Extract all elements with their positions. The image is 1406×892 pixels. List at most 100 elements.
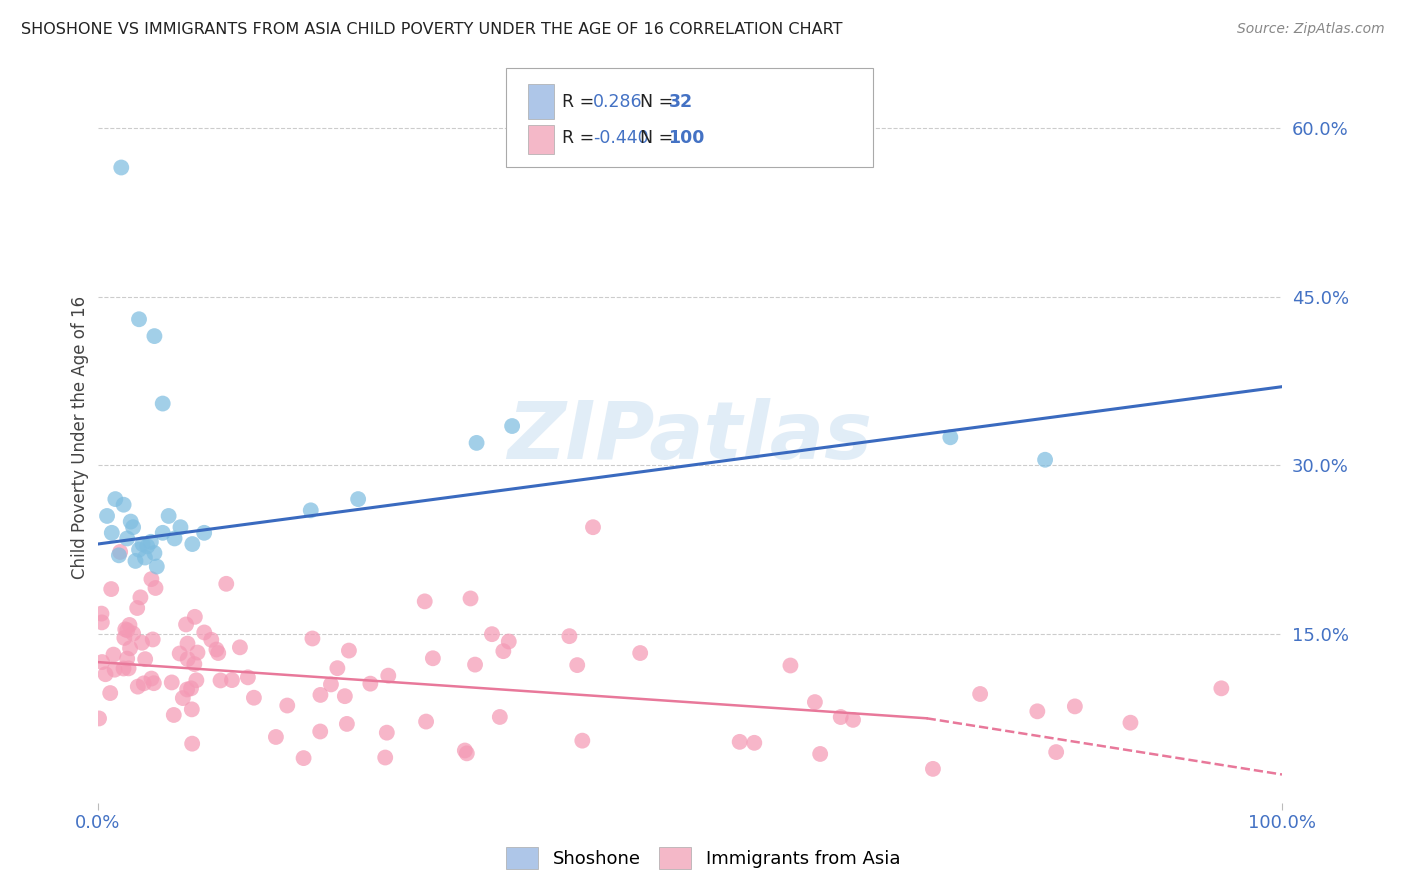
Point [117,661,139,675]
Point [207,646,229,660]
Text: SHOSHONE VS IMMIGRANTS FROM ASIA CHILD POVERTY UNDER THE AGE OF 16 CORRELATION C: SHOSHONE VS IMMIGRANTS FROM ASIA CHILD P… [21,22,842,37]
Legend: , : , [654,66,725,150]
Point [174,617,197,632]
Point [301,632,323,646]
Point [163,532,186,546]
FancyBboxPatch shape [527,85,554,120]
Point [299,503,322,517]
Point [160,675,183,690]
Text: ZIPatlas: ZIPatlas [508,398,872,476]
Point [91,655,114,669]
Point [128,542,150,557]
Point [205,642,228,657]
Point [243,690,266,705]
Y-axis label: Child Poverty Under the Age of 16: Child Poverty Under the Age of 16 [72,296,89,579]
Point [131,636,153,650]
Point [142,632,165,647]
Text: 32: 32 [668,93,693,111]
Point [1063,699,1085,714]
Point [939,430,962,444]
Point [488,710,510,724]
Point [143,329,166,343]
Text: 100: 100 [668,128,704,146]
Point [176,682,198,697]
Point [465,436,488,450]
Point [90,615,112,630]
Point [169,647,191,661]
Point [186,646,208,660]
Point [582,520,605,534]
Point [460,591,482,606]
Point [742,736,765,750]
Point [176,652,198,666]
Point [374,750,396,764]
Point [101,525,124,540]
Point [134,550,156,565]
Text: Source: ZipAtlas.com: Source: ZipAtlas.com [1237,22,1385,37]
Point [90,607,112,621]
Point [558,629,581,643]
Point [122,520,145,534]
Point [1033,452,1056,467]
Point [131,537,153,551]
Point [98,686,121,700]
Point [309,724,332,739]
Point [567,658,589,673]
Point [120,515,142,529]
Point [110,161,132,175]
Point [152,525,174,540]
Point [377,668,399,682]
Point [117,624,139,638]
Point [132,676,155,690]
Point [1119,715,1142,730]
Point [152,396,174,410]
Text: R =: R = [562,128,599,146]
Point [347,492,370,507]
Point [104,492,127,507]
Point [112,631,135,645]
Point [337,643,360,657]
Point [186,673,208,688]
Point [922,762,945,776]
Point [236,670,259,684]
Point [181,537,204,551]
Point [94,667,117,681]
Point [142,676,165,690]
Point [129,591,152,605]
Point [215,576,238,591]
Point [571,733,593,747]
Point [118,618,141,632]
Point [333,689,356,703]
Point [141,672,163,686]
Point [200,632,222,647]
Point [413,594,436,608]
Point [146,559,169,574]
Point [180,681,202,696]
Point [830,710,852,724]
Point [779,658,801,673]
Point [842,713,865,727]
Point [115,651,138,665]
Point [264,730,287,744]
Point [134,652,156,666]
Point [319,677,342,691]
Point [728,735,751,749]
Point [122,626,145,640]
Point [1211,681,1233,696]
Point [804,695,827,709]
Point [326,661,349,675]
Point [112,498,135,512]
Point [100,582,122,596]
Point [180,702,202,716]
Point [103,648,125,662]
Point [127,601,149,615]
Text: 0.286: 0.286 [593,93,643,111]
Point [118,641,141,656]
Point [415,714,437,729]
Point [141,572,163,586]
Point [163,708,186,723]
Point [96,508,118,523]
Point [112,661,135,675]
Point [108,549,131,563]
Point [628,646,651,660]
